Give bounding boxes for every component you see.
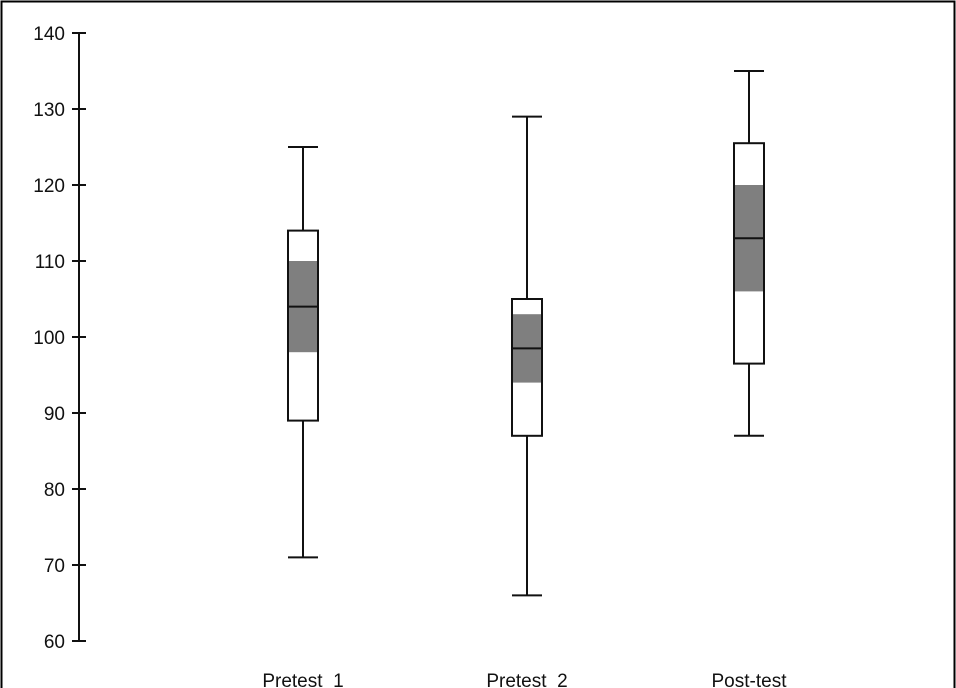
- category-label: Post-test: [712, 671, 788, 688]
- y-tick-label: 60: [44, 632, 65, 653]
- y-axis-ticks: 60 70 80 90 100 110 120 130 140: [33, 24, 86, 653]
- box-outline: [733, 142, 765, 365]
- y-tick-label: 90: [44, 404, 65, 425]
- y-tick-label: 140: [33, 24, 65, 45]
- y-tick-label: 100: [33, 328, 65, 349]
- box-series: [287, 70, 765, 597]
- box-2: [511, 115, 543, 597]
- category-labels: Pretest 1 Pretest 2 Post-test: [262, 671, 787, 688]
- box-outline: [287, 229, 319, 422]
- box-3: [733, 70, 765, 437]
- y-tick-label: 120: [33, 176, 65, 197]
- y-tick-label: 110: [35, 252, 65, 273]
- y-tick-label: 130: [33, 100, 65, 121]
- box-outline: [511, 298, 543, 437]
- box-1: [287, 146, 319, 559]
- category-label: Pretest 1: [262, 671, 343, 688]
- y-tick-label: 70: [44, 556, 65, 577]
- category-label: Pretest 2: [486, 671, 567, 688]
- y-tick-label: 80: [44, 480, 65, 501]
